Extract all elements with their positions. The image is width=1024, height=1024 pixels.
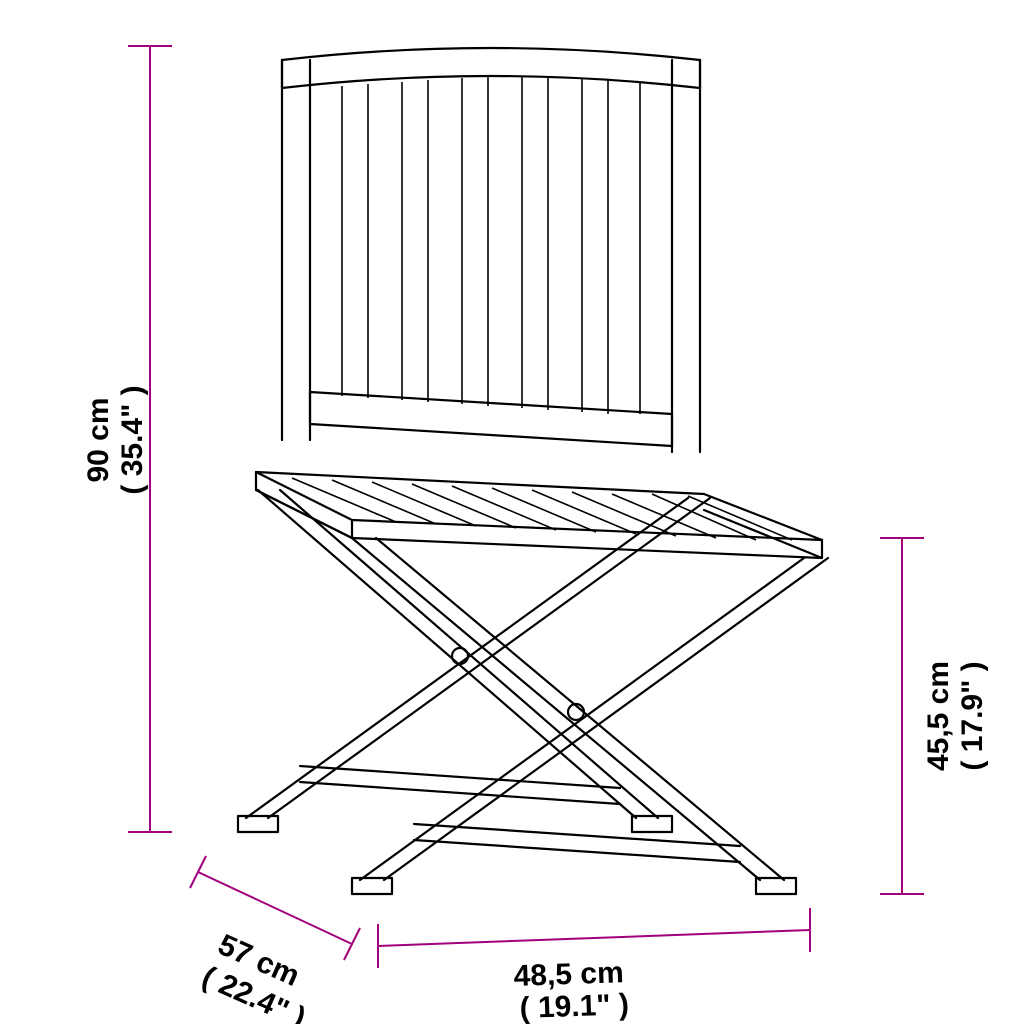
- diagram-svg: 90 cm ( 35.4" ) 45,5 cm ( 17.9" ) 57 cm …: [0, 0, 1024, 1024]
- dim-seat-height-in: ( 17.9" ): [956, 661, 989, 770]
- dimension-diagram: 90 cm ( 35.4" ) 45,5 cm ( 17.9" ) 57 cm …: [0, 0, 1024, 1024]
- dim-width: 48,5 cm ( 19.1" ): [378, 908, 810, 1024]
- dimension-lines: 90 cm ( 35.4" ) 45,5 cm ( 17.9" ) 57 cm …: [82, 46, 989, 1024]
- dim-total-height: 90 cm ( 35.4" ): [82, 46, 172, 832]
- chair-illustration: [238, 48, 828, 894]
- dim-total-height-cm: 90 cm: [82, 397, 115, 482]
- dim-depth: 57 cm ( 22.4" ): [190, 856, 360, 1024]
- dim-seat-height: 45,5 cm ( 17.9" ): [880, 538, 989, 894]
- dim-total-height-in: ( 35.4" ): [116, 385, 149, 494]
- dim-width-in: ( 19.1" ): [519, 988, 629, 1024]
- dim-width-cm: 48,5 cm: [513, 956, 624, 993]
- dim-seat-height-cm: 45,5 cm: [922, 661, 955, 771]
